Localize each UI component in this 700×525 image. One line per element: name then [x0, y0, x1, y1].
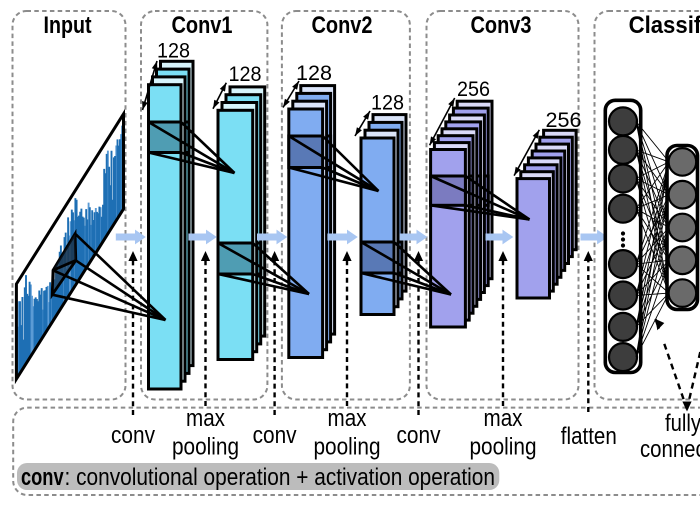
svg-text:128: 128: [229, 63, 262, 86]
svg-text:conv: conv: [21, 464, 64, 491]
svg-text:conv: conv: [111, 422, 155, 449]
svg-text:conv: conv: [397, 422, 441, 449]
svg-text:Conv2: Conv2: [312, 12, 373, 39]
svg-text:Conv1: Conv1: [172, 12, 233, 39]
svg-text:256: 256: [457, 78, 490, 101]
svg-text:128: 128: [157, 40, 190, 63]
svg-text:pooling: pooling: [470, 434, 537, 461]
svg-text:pooling: pooling: [172, 434, 239, 461]
svg-text:connected: connected: [640, 436, 700, 463]
svg-text:max: max: [484, 405, 523, 432]
svg-text:max: max: [186, 405, 225, 432]
svg-text:Conv3: Conv3: [471, 12, 532, 39]
svg-text:: convolutional operation + ac: : convolutional operation + activation o…: [65, 464, 496, 491]
svg-text:conv: conv: [253, 422, 297, 449]
svg-text:flatten: flatten: [561, 423, 617, 450]
svg-text:fully: fully: [665, 410, 700, 437]
svg-text:256: 256: [546, 109, 582, 132]
svg-text:max: max: [328, 405, 367, 432]
svg-text:128: 128: [296, 62, 332, 85]
svg-text:Classification: Classification: [629, 12, 700, 39]
svg-text:Input: Input: [44, 12, 92, 39]
svg-text:pooling: pooling: [314, 434, 381, 461]
svg-text:128: 128: [371, 92, 404, 115]
